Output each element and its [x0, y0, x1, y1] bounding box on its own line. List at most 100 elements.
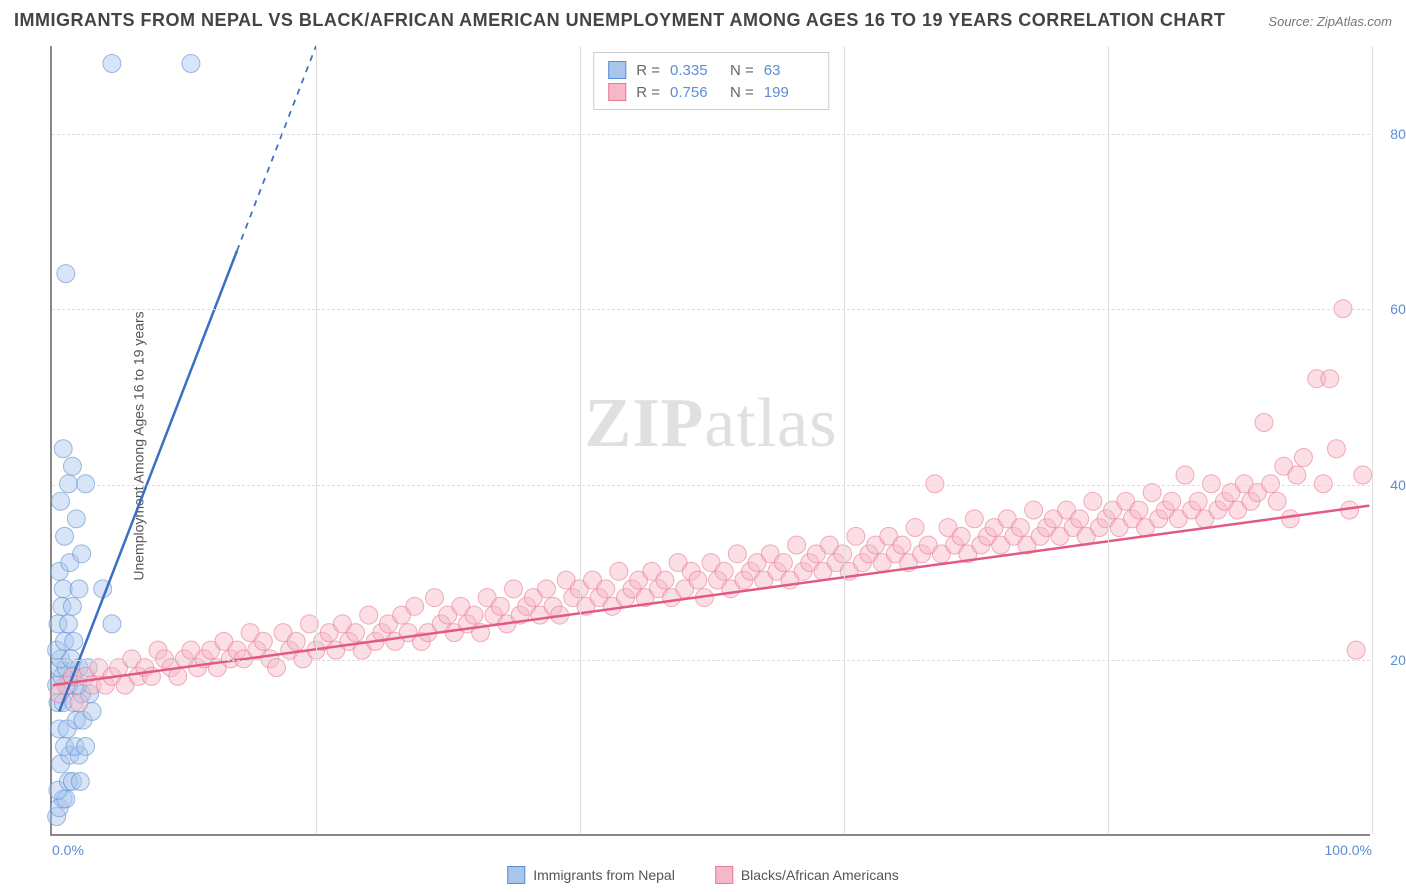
source-value: ZipAtlas.com	[1317, 14, 1392, 29]
scatter-point	[1084, 492, 1102, 510]
scatter-point	[1255, 414, 1273, 432]
scatter-point	[103, 615, 121, 633]
legend-n-label-1: N =	[730, 84, 754, 101]
scatter-point	[1011, 519, 1029, 537]
scatter-point	[254, 632, 272, 650]
scatter-point	[906, 519, 924, 537]
scatter-point	[788, 536, 806, 554]
scatter-point	[1268, 492, 1286, 510]
scatter-point	[63, 597, 81, 615]
y-tick-label: 20.0%	[1375, 652, 1406, 668]
scatter-point	[59, 615, 77, 633]
scatter-point	[1327, 440, 1345, 458]
y-tick-label: 60.0%	[1375, 301, 1406, 317]
scatter-point	[73, 545, 91, 563]
scatter-point	[1347, 641, 1365, 659]
scatter-point	[182, 55, 200, 73]
legend-bottom-item-1: Blacks/African Americans	[715, 866, 899, 884]
scatter-point	[70, 694, 88, 712]
scatter-point	[689, 571, 707, 589]
scatter-point	[63, 457, 81, 475]
scatter-point	[656, 571, 674, 589]
legend-row-series-0: R = 0.335 N = 63	[608, 59, 814, 81]
scatter-point	[70, 580, 88, 598]
legend-r-label-0: R =	[636, 62, 660, 79]
legend-bottom-swatch-0	[507, 866, 525, 884]
scatter-svg	[52, 46, 1370, 834]
scatter-point	[360, 606, 378, 624]
legend-bottom-item-0: Immigrants from Nepal	[507, 866, 675, 884]
scatter-point	[537, 580, 555, 598]
legend-bottom-label-1: Blacks/African Americans	[741, 867, 899, 883]
scatter-point	[952, 527, 970, 545]
scatter-point	[1189, 492, 1207, 510]
scatter-point	[71, 772, 89, 790]
scatter-point	[1262, 475, 1280, 493]
gridline-h	[52, 309, 1370, 310]
scatter-point	[347, 624, 365, 642]
gridline-v	[844, 46, 845, 834]
scatter-point	[1354, 466, 1372, 484]
x-tick-label: 100.0%	[1325, 842, 1372, 858]
scatter-point	[77, 737, 95, 755]
scatter-point	[926, 475, 944, 493]
scatter-point	[1321, 370, 1339, 388]
scatter-point	[1025, 501, 1043, 519]
chart-title: IMMIGRANTS FROM NEPAL VS BLACK/AFRICAN A…	[14, 10, 1225, 31]
scatter-point	[465, 606, 483, 624]
trendline-dashed	[237, 46, 316, 251]
scatter-point	[287, 632, 305, 650]
legend-series: Immigrants from Nepal Blacks/African Ame…	[507, 866, 899, 884]
scatter-point	[965, 510, 983, 528]
gridline-v	[580, 46, 581, 834]
scatter-point	[715, 562, 733, 580]
scatter-point	[893, 536, 911, 554]
legend-r-label-1: R =	[636, 84, 660, 101]
gridline-h	[52, 485, 1370, 486]
scatter-point	[1288, 466, 1306, 484]
source-label: Source:	[1268, 14, 1313, 29]
scatter-point	[1281, 510, 1299, 528]
y-tick-label: 40.0%	[1375, 477, 1406, 493]
scatter-point	[774, 554, 792, 572]
scatter-point	[597, 580, 615, 598]
scatter-point	[1163, 492, 1181, 510]
scatter-point	[491, 597, 509, 615]
scatter-point	[728, 545, 746, 563]
scatter-point	[1295, 449, 1313, 467]
gridline-h	[52, 660, 1370, 661]
scatter-point	[54, 580, 72, 598]
scatter-point	[1071, 510, 1089, 528]
gridline-v	[1108, 46, 1109, 834]
gridline-v	[1372, 46, 1373, 834]
chart-plot-area: ZIPatlas R = 0.335 N = 63 R = 0.756 N = …	[50, 46, 1370, 836]
legend-n-label-0: N =	[730, 62, 754, 79]
legend-n-value-1: 199	[764, 84, 814, 101]
scatter-point	[834, 545, 852, 563]
scatter-point	[1143, 484, 1161, 502]
scatter-point	[1314, 475, 1332, 493]
chart-header: IMMIGRANTS FROM NEPAL VS BLACK/AFRICAN A…	[14, 10, 1392, 31]
scatter-point	[610, 562, 628, 580]
chart-source: Source: ZipAtlas.com	[1268, 14, 1392, 29]
scatter-point	[103, 55, 121, 73]
legend-r-value-1: 0.756	[670, 84, 720, 101]
scatter-point	[77, 475, 95, 493]
scatter-point	[67, 510, 85, 528]
trendline	[53, 506, 1370, 685]
legend-row-series-1: R = 0.756 N = 199	[608, 81, 814, 103]
legend-swatch-series-0	[608, 61, 626, 79]
scatter-point	[505, 580, 523, 598]
scatter-point	[426, 589, 444, 607]
scatter-point	[52, 492, 70, 510]
legend-correlation: R = 0.335 N = 63 R = 0.756 N = 199	[593, 52, 829, 110]
scatter-point	[1130, 501, 1148, 519]
scatter-point	[847, 527, 865, 545]
legend-r-value-0: 0.335	[670, 62, 720, 79]
scatter-point	[1202, 475, 1220, 493]
legend-swatch-series-1	[608, 83, 626, 101]
scatter-point	[65, 632, 83, 650]
y-tick-label: 80.0%	[1375, 126, 1406, 142]
legend-bottom-swatch-1	[715, 866, 733, 884]
gridline-h	[52, 134, 1370, 135]
